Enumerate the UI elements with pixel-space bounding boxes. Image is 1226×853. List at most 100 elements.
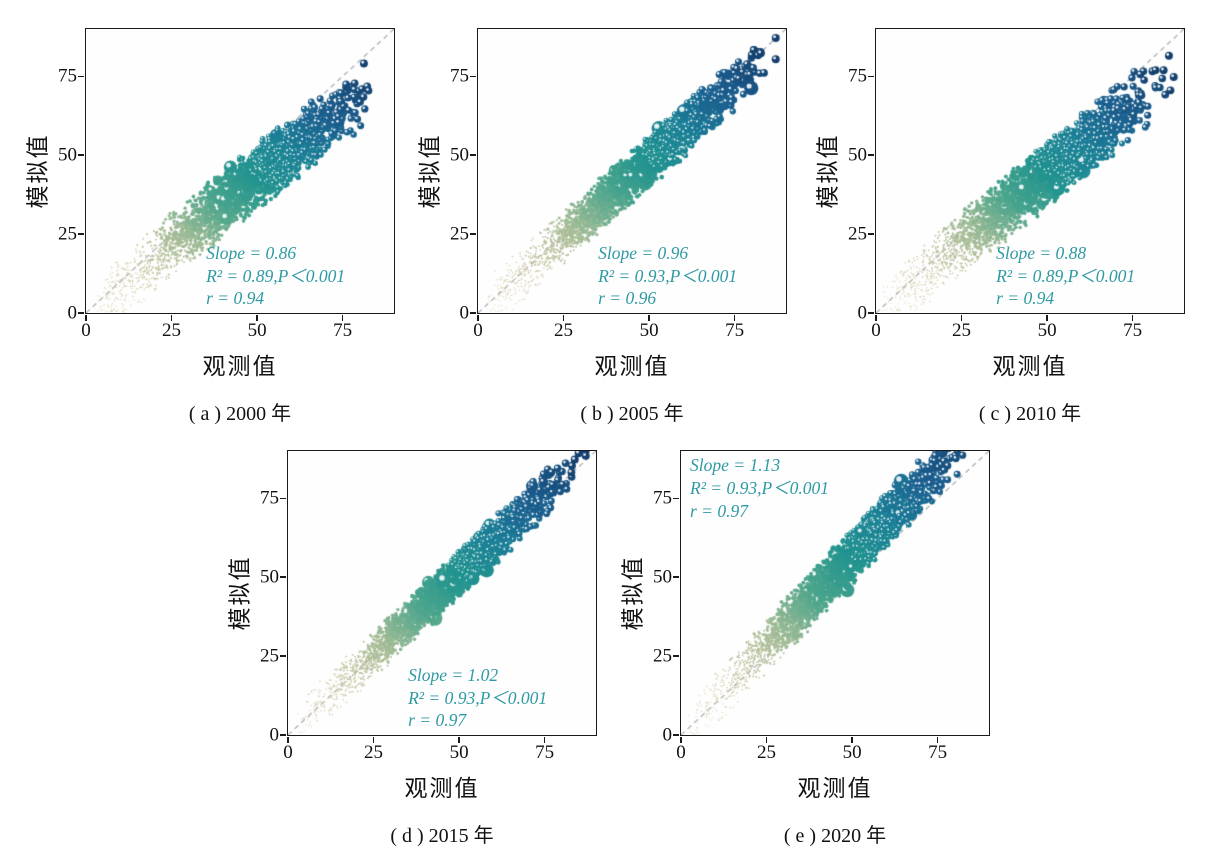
y-tick-label: 75 [848, 65, 867, 87]
scatter-panel-2005: 模拟值 0 25 50 75 0 25 50 75 观测值 Slope = 0.… [393, 10, 787, 425]
stats-r: r = 0.97 [408, 710, 467, 731]
stats-r: r = 0.94 [206, 288, 265, 309]
x-tick-label: 75 [928, 742, 948, 763]
y-tick-label: 50 [848, 144, 867, 166]
y-tick-label: 25 [848, 223, 867, 245]
x-axis-label: 观测值 [202, 354, 278, 379]
y-tick-label: 75 [58, 65, 77, 87]
stats-slope: Slope = 1.13 [690, 455, 781, 475]
subplot-caption: ( b ) 2005 年 [580, 403, 684, 425]
plot-area: 模拟值 0 25 50 75 0 25 50 75 观测值 Slope = 0.… [417, 28, 787, 425]
y-tick-label: 0 [857, 302, 868, 324]
stats-slope: Slope = 0.86 [206, 242, 297, 263]
y-tick-mark [470, 233, 476, 235]
x-tick-label: 25 [364, 742, 384, 763]
x-tick-label: 0 [871, 320, 881, 341]
x-tick-mark [1046, 315, 1048, 321]
x-tick-mark [85, 315, 87, 321]
scatter-canvas [288, 451, 596, 735]
x-tick-label: 75 [725, 320, 745, 341]
subplot-caption: ( a ) 2000 年 [188, 403, 292, 425]
x-axis-label: 观测值 [797, 776, 873, 801]
scatter-canvas [478, 29, 786, 313]
y-tick-label: 25 [450, 223, 469, 245]
y-tick-mark [673, 497, 679, 500]
y-axis-label: 模拟值 [227, 555, 252, 631]
y-tick-mark [280, 734, 286, 736]
x-tick-mark [680, 737, 682, 743]
stats-annotation: Slope = 0.96 R² = 0.93,P＜0.001 r = 0.96 [598, 242, 737, 310]
x-tick-mark [458, 737, 460, 743]
x-tick-mark [733, 315, 736, 321]
stats-r2-p: R² = 0.93,P＜0.001 [690, 477, 830, 498]
stats-r2-p: R² = 0.93,P＜0.001 [598, 265, 738, 286]
subplot-caption: ( d ) 2015 年 [390, 825, 494, 847]
x-tick-mark [851, 737, 853, 743]
x-tick-label: 25 [757, 742, 777, 763]
x-tick-label: 0 [283, 742, 293, 763]
x-tick-label: 50 [247, 320, 267, 341]
scatter-panel-2015: 模拟值 0 25 50 75 0 25 50 75 观测值 Slope = 1.… [203, 432, 597, 847]
y-tick-label: 50 [260, 566, 279, 588]
y-tick-mark [280, 655, 286, 657]
y-tick-mark [868, 312, 874, 314]
x-tick-mark [543, 737, 546, 743]
y-tick-mark [673, 576, 679, 579]
x-tick-mark [287, 737, 289, 743]
stats-r: r = 0.94 [996, 288, 1055, 309]
y-tick-mark [78, 233, 84, 235]
y-tick-mark [280, 497, 286, 500]
stats-slope: Slope = 0.88 [996, 242, 1087, 263]
y-tick-mark [78, 75, 84, 78]
y-axis-label: 模拟值 [815, 133, 840, 209]
scatter-panel-2010: 模拟值 0 25 50 75 0 25 50 75 观测值 Slope = 0.… [791, 10, 1185, 425]
stats-r2-p: R² = 0.89,P＜0.001 [206, 265, 346, 286]
x-tick-mark [372, 737, 375, 743]
x-tick-label: 25 [162, 320, 182, 341]
x-tick-label: 50 [1037, 320, 1057, 341]
y-tick-mark [470, 154, 476, 157]
y-tick-mark [78, 154, 84, 157]
stats-annotation: Slope = 0.86 R² = 0.89,P＜0.001 r = 0.94 [206, 242, 345, 310]
y-tick-label: 0 [67, 302, 78, 324]
x-tick-mark [562, 315, 565, 321]
y-tick-label: 25 [653, 645, 672, 667]
plot-area: 模拟值 0 25 50 75 0 25 50 75 观测值 Slope = 0.… [25, 28, 395, 425]
x-tick-mark [765, 737, 768, 743]
y-tick-label: 0 [269, 724, 280, 746]
stats-annotation: Slope = 1.02 R² = 0.93,P＜0.001 r = 0.97 [408, 664, 547, 732]
y-axis-label: 模拟值 [417, 133, 442, 209]
scatter-panel-2000: 模拟值 0 25 50 75 0 25 50 75 观测值 Slope = 0.… [1, 10, 395, 425]
scatter-canvas [681, 451, 989, 735]
x-tick-label: 25 [554, 320, 574, 341]
stats-r2-p: R² = 0.93,P＜0.001 [408, 687, 548, 708]
y-tick-mark [673, 655, 679, 657]
x-tick-label: 25 [952, 320, 972, 341]
x-tick-mark [648, 315, 650, 321]
stats-r: r = 0.96 [598, 288, 657, 309]
y-tick-label: 25 [260, 645, 279, 667]
x-tick-mark [477, 315, 479, 321]
y-tick-mark [470, 312, 476, 314]
subplot-caption: ( e ) 2020 年 [783, 825, 887, 847]
y-tick-mark [280, 576, 286, 579]
x-tick-mark [256, 315, 258, 321]
y-tick-label: 75 [260, 487, 279, 509]
x-axis-label: 观测值 [404, 776, 480, 801]
stats-r2-p: R² = 0.89,P＜0.001 [996, 265, 1136, 286]
x-tick-label: 50 [449, 742, 469, 763]
plot-area: 模拟值 0 25 50 75 0 25 50 75 观测值 Slope = 0.… [815, 28, 1185, 425]
y-tick-mark [868, 154, 874, 157]
x-tick-mark [341, 315, 344, 321]
scatter-panel-2020: 模拟值 0 25 50 75 0 25 50 75 观测值 Slope = 1.… [596, 432, 990, 847]
y-tick-mark [470, 75, 476, 78]
stats-annotation: Slope = 0.88 R² = 0.89,P＜0.001 r = 0.94 [996, 242, 1135, 310]
x-tick-label: 0 [676, 742, 686, 763]
subplot-caption: ( c ) 2010 年 [978, 403, 1082, 425]
stats-slope: Slope = 0.96 [598, 242, 689, 263]
x-tick-label: 0 [473, 320, 483, 341]
x-axis-label: 观测值 [992, 354, 1068, 379]
y-tick-label: 75 [653, 487, 672, 509]
y-tick-mark [868, 233, 874, 235]
y-axis-label: 模拟值 [620, 555, 645, 631]
